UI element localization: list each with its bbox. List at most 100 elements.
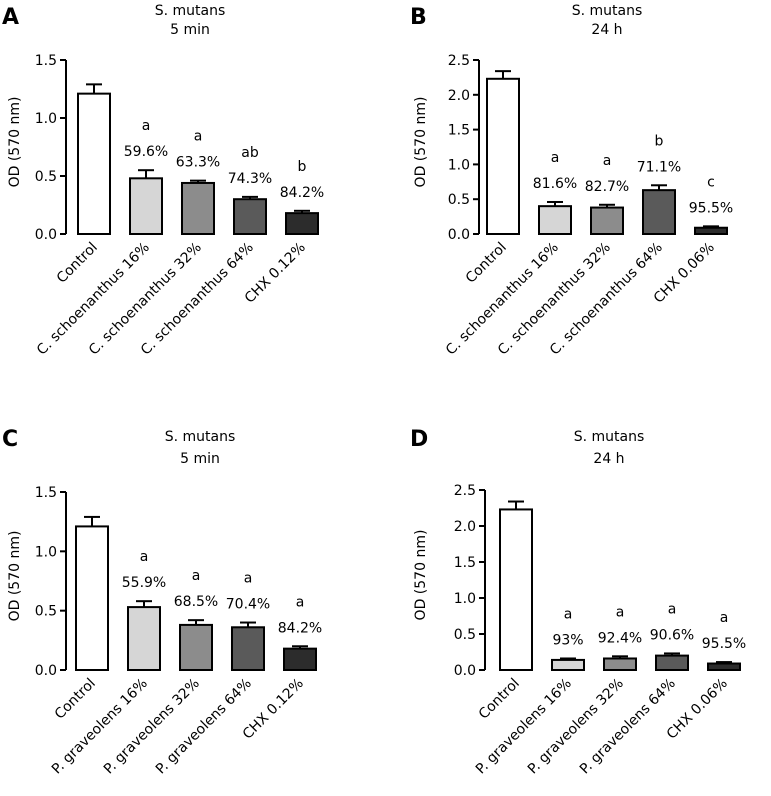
y-tick-label: 0.0 (35, 227, 57, 243)
panel-letter: D (410, 427, 428, 452)
percent-label: 84.2% (278, 620, 322, 636)
percent-label: 95.5% (702, 636, 746, 652)
significance-letter: a (192, 568, 201, 584)
bar-5 (285, 212, 319, 235)
category-label: P. graveolens 64% (153, 676, 255, 778)
chart-title: S. mutans (165, 429, 236, 445)
y-tick-label: 1.0 (35, 544, 57, 560)
category-label: P. graveolens 64% (577, 676, 679, 778)
chart-title: S. mutans (572, 3, 643, 19)
bar-3 (181, 181, 215, 236)
significance-letter: b (298, 159, 307, 175)
chart-subtitle: 5 min (170, 22, 210, 38)
chart-subtitle: 24 h (591, 22, 622, 38)
significance-letter: a (142, 118, 151, 134)
bar-1 (77, 92, 111, 235)
y-tick-label: 0.5 (448, 192, 470, 208)
chart-panel-d: D S. mutans 24 h 0.0 0.5 1.0 1.5 2.0 2.5 OD (570 … (410, 427, 746, 777)
bar-1 (499, 508, 533, 671)
y-tick-label: 1.0 (448, 157, 470, 173)
percent-label: 70.4% (226, 597, 270, 613)
percent-label: 93% (552, 632, 583, 648)
significance-letter: b (655, 133, 664, 149)
bar-5 (283, 647, 317, 672)
y-tick-label: 2.0 (454, 519, 476, 535)
panel-letter: A (2, 5, 19, 30)
percent-label: 81.6% (533, 176, 577, 192)
y-tick-label: 0.0 (35, 663, 57, 679)
panel-letter: B (410, 5, 427, 30)
y-axis-label: OD (570 nm) (413, 530, 429, 621)
significance-letter: a (194, 129, 203, 145)
significance-letter: a (720, 610, 729, 626)
bar-3 (603, 657, 637, 671)
significance-letter: a (616, 604, 625, 620)
category-label: Control (463, 240, 510, 287)
bar-4 (233, 198, 267, 235)
bar-5 (707, 662, 741, 672)
y-axis-label: OD (570 nm) (7, 97, 23, 188)
y-axis-label: OD (570 nm) (413, 97, 429, 188)
y-tick-label: 0.0 (454, 663, 476, 679)
category-label: P. graveolens 32% (101, 676, 203, 778)
y-tick-label: 0.0 (448, 227, 470, 243)
percent-label: 92.4% (598, 630, 642, 646)
category-label: P. graveolens 16% (49, 676, 151, 778)
percent-label: 84.2% (280, 185, 324, 201)
significance-letter: c (707, 174, 715, 190)
significance-letter: a (296, 594, 305, 610)
y-tick-label: 1.0 (35, 111, 57, 127)
y-tick-label: 1.5 (35, 485, 57, 501)
bar-3 (179, 623, 213, 672)
panel-letter: C (2, 427, 18, 452)
significance-letter: a (564, 606, 573, 622)
percent-label: 82.7% (585, 179, 629, 195)
chart-panel-b: B S. mutans 24 h 0.0 0.5 1.0 1.5 2.0 2.5 OD (570 … (410, 3, 733, 358)
bar-4 (655, 654, 689, 671)
significance-letter: a (551, 150, 560, 166)
chart-panel-c: C S. mutans 5 min 0.0 0.5 1.0 1.5 OD (570 nm) Co… (2, 427, 322, 777)
y-tick-label: 2.0 (448, 88, 470, 104)
percent-label: 68.5% (174, 594, 218, 610)
y-tick-label: 0.5 (454, 627, 476, 643)
bar-2 (538, 205, 572, 236)
percent-label: 90.6% (650, 627, 694, 643)
chart-subtitle: 5 min (180, 451, 220, 467)
bar-1 (486, 77, 520, 235)
bar-2 (129, 177, 163, 236)
bar-4 (231, 626, 265, 672)
percent-label: 71.1% (637, 159, 681, 175)
percent-label: 74.3% (228, 171, 272, 187)
percent-label: 59.6% (124, 144, 168, 160)
y-tick-label: 0.5 (35, 604, 57, 620)
y-tick-label: 1.5 (35, 53, 57, 69)
significance-letter: a (603, 153, 612, 169)
chart-panel-a: A S. mutans 5 min 0.0 0.5 1.0 1.5 OD (570 nm) Co… (2, 3, 324, 358)
significance-letter: a (668, 601, 677, 617)
category-label: Control (476, 676, 523, 723)
y-tick-label: 1.5 (454, 555, 476, 571)
y-tick-label: 2.5 (448, 53, 470, 69)
percent-label: 95.5% (689, 200, 733, 216)
category-label: P. graveolens 16% (473, 676, 575, 778)
bar-3 (590, 206, 624, 236)
chart-title: S. mutans (574, 429, 645, 445)
bar-4 (642, 189, 676, 235)
category-label: Control (52, 676, 99, 723)
category-label: P. graveolens 32% (525, 676, 627, 778)
bar-2 (127, 606, 161, 672)
significance-letter: a (244, 571, 253, 587)
bar-5 (694, 226, 728, 235)
y-tick-label: 1.0 (454, 591, 476, 607)
percent-label: 55.9% (122, 575, 166, 591)
category-label: Control (54, 240, 101, 287)
significance-letter: ab (241, 145, 259, 161)
chart-subtitle: 24 h (593, 451, 624, 467)
percent-label: 63.3% (176, 155, 220, 171)
y-tick-label: 2.5 (454, 483, 476, 499)
y-tick-label: 1.5 (448, 123, 470, 139)
significance-letter: a (140, 549, 149, 565)
bar-1 (75, 525, 109, 671)
y-axis-label: OD (570 nm) (7, 531, 23, 622)
